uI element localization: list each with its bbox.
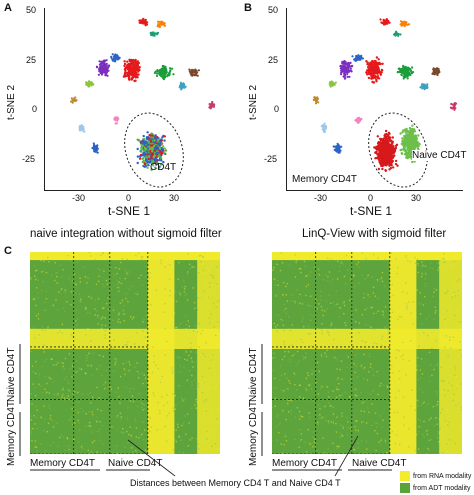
legend-label-rna: from RNA modality	[413, 472, 472, 480]
heatmap-left	[30, 252, 220, 454]
panel-a-ytick: -25	[22, 154, 36, 164]
panel-b-ytick: -25	[264, 154, 278, 164]
right-col-label-naive: Naive CD4T	[352, 458, 407, 469]
panel-b-xtick: 30	[411, 193, 422, 203]
panel-a-xtick: 0	[126, 193, 132, 203]
panel-a-caption: naive integration without sigmoid filter	[30, 228, 222, 240]
panel-a-scatter	[70, 17, 216, 188]
panel-b-memory-label: Memory CD4T	[292, 174, 358, 185]
panel-b-ytick: 0	[274, 104, 280, 114]
right-col-label-memory: Memory CD4T	[272, 458, 338, 469]
panel-b-xlabel: t-SNE 1	[350, 204, 393, 218]
panel-a-letter: A	[4, 2, 12, 14]
legend-item-adt: from ADT modality	[400, 482, 471, 494]
panel-c-letter: C	[4, 245, 12, 257]
panel-a-cluster-label: CD4T	[150, 162, 177, 173]
panel-b-plot-area	[286, 8, 463, 191]
legend-swatch-adt	[400, 483, 410, 493]
panel-a-xlabel: t-SNE 1	[108, 204, 151, 218]
panel-b-naive-label: Naive CD4T	[412, 150, 467, 161]
panel-a-ytick: 0	[32, 104, 38, 114]
panel-a-xtick: -30	[72, 193, 86, 203]
panel-a-ytick: 50	[26, 5, 37, 15]
heatmap-annotation: Distances between Memory CD4 T and Naive…	[130, 478, 341, 488]
legend-swatch-rna	[400, 471, 410, 481]
panel-b-xtick: 0	[368, 193, 374, 203]
panel-a-xtick: 30	[169, 193, 180, 203]
panel-b-ytick: 50	[268, 5, 279, 15]
panel-a-ytick: 25	[26, 55, 37, 65]
legend-item-rna: from RNA modality	[400, 470, 471, 482]
heatmap-legend: from RNA modality from ADT modality	[400, 470, 471, 494]
panel-b-scatter	[312, 18, 458, 188]
panel-b-xtick: -30	[314, 193, 328, 203]
panel-b-letter: B	[244, 2, 252, 14]
panel-b-caption: LinQ-View with sigmoid filter	[302, 228, 447, 240]
left-col-label-naive: Naive CD4T	[108, 458, 163, 469]
panel-a-plot-area	[44, 8, 221, 191]
left-col-label-memory: Memory CD4T	[30, 458, 96, 469]
panel-b-ytick: 25	[268, 55, 279, 65]
heatmap-right	[272, 252, 462, 454]
legend-label-adt: from ADT modality	[413, 484, 471, 492]
